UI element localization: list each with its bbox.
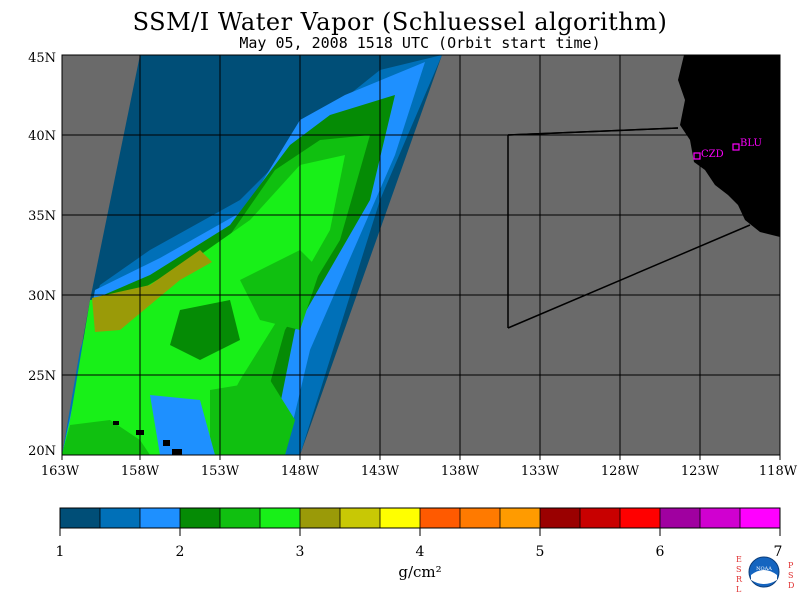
colorbar-unit-label: g/cm² xyxy=(398,563,441,581)
logo-letter-d: D xyxy=(788,581,794,590)
station-czd-marker[interactable] xyxy=(693,152,701,160)
map-ticks xyxy=(61,455,781,460)
colorbar-segment xyxy=(740,508,781,528)
colorbar-segment xyxy=(500,508,541,528)
colorbar-segment xyxy=(580,508,621,528)
lon-label-158w: 158W xyxy=(121,464,160,479)
lat-lon-grid xyxy=(62,55,780,455)
colorbar-segment xyxy=(220,508,261,528)
lat-label-20n: 20N xyxy=(28,444,56,459)
lat-label-45n: 45N xyxy=(28,51,56,66)
colorbar-tick-7: 7 xyxy=(774,544,783,560)
stations: CZD BLU xyxy=(693,138,762,160)
colorbar-segment xyxy=(460,508,501,528)
colorbar-tick-2: 2 xyxy=(176,544,185,560)
logo-letter-r: R xyxy=(736,575,743,584)
colorbar-tick-5: 5 xyxy=(536,544,545,560)
lon-labels: 163W 158W 153W 148W 143W 138W 133W 128W … xyxy=(41,464,798,479)
colorbar-segment xyxy=(300,508,341,528)
map-frame xyxy=(61,54,781,456)
logo-letter-s2: S xyxy=(788,571,793,580)
station-blu-marker[interactable] xyxy=(732,143,740,151)
lat-label-35n: 35N xyxy=(28,209,56,224)
lon-label-163w: 163W xyxy=(41,464,80,479)
noaa-esrl-psd-logo: E S R L P S D NOAA xyxy=(736,555,794,594)
colorbar-tick-4: 4 xyxy=(416,544,425,560)
island-3 xyxy=(163,440,170,446)
colorbar-segment xyxy=(140,508,181,528)
island-4 xyxy=(172,449,182,455)
map-panel: CZD BLU xyxy=(62,55,780,455)
logo-letter-e: E xyxy=(736,555,742,564)
lon-label-148w: 148W xyxy=(281,464,320,479)
lon-label-138w: 138W xyxy=(441,464,480,479)
colorbar-segment xyxy=(700,508,741,528)
colorbar xyxy=(59,507,781,536)
logo-letter-l: L xyxy=(736,585,742,594)
colorbar-segment xyxy=(260,508,301,528)
colorbar-tick-3: 3 xyxy=(296,544,305,560)
colorbar-segment xyxy=(60,508,101,528)
map-subtitle: May 05, 2008 1518 UTC (Orbit start time) xyxy=(239,34,601,52)
colorbar-tick-1: 1 xyxy=(56,544,65,560)
colorbar-segment xyxy=(540,508,581,528)
colorbar-segment xyxy=(340,508,381,528)
lon-label-128w: 128W xyxy=(601,464,640,479)
colorbar-segment xyxy=(180,508,221,528)
map-title: SSM/I Water Vapor (Schluessel algorithm) xyxy=(132,8,668,36)
colorbar-segment xyxy=(620,508,661,528)
colorbar-tick-6: 6 xyxy=(656,544,665,560)
lat-label-30n: 30N xyxy=(28,289,56,304)
lon-label-153w: 153W xyxy=(201,464,240,479)
island-1 xyxy=(113,421,119,425)
colorbar-tick-labels: 1 2 3 4 5 6 7 xyxy=(56,544,783,560)
station-blu-label: BLU xyxy=(740,138,762,149)
noaa-emblem-text: NOAA xyxy=(756,566,772,572)
colorbar-segment xyxy=(100,508,141,528)
logo-letter-p: P xyxy=(788,561,794,570)
lat-labels: 45N 40N 35N 30N 25N 20N xyxy=(28,51,56,459)
station-czd-label: CZD xyxy=(701,149,724,160)
colorbar-segment xyxy=(420,508,461,528)
lon-label-118w: 118W xyxy=(759,464,798,479)
lat-label-40n: 40N xyxy=(28,129,56,144)
colorbar-segment xyxy=(380,508,421,528)
logo-letter-s: S xyxy=(736,565,741,574)
colorbar-segment xyxy=(660,508,701,528)
lon-label-143w: 143W xyxy=(361,464,400,479)
lon-label-133w: 133W xyxy=(521,464,560,479)
lat-label-25n: 25N xyxy=(28,369,56,384)
lon-label-123w: 123W xyxy=(681,464,720,479)
